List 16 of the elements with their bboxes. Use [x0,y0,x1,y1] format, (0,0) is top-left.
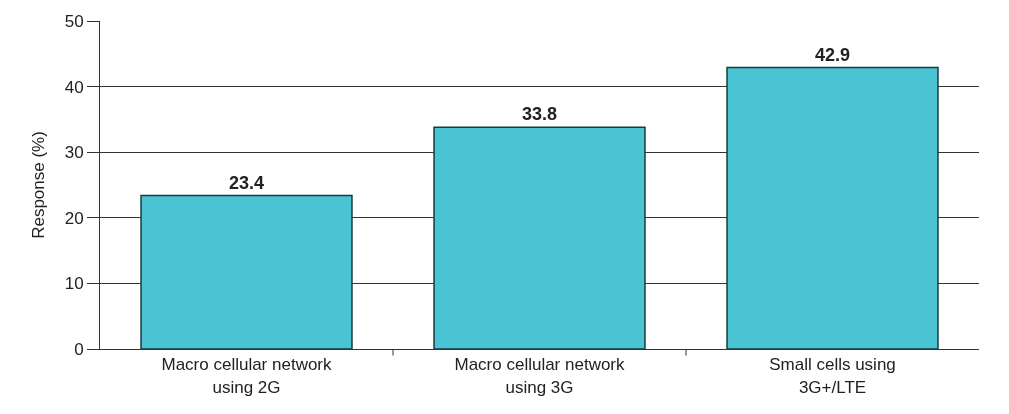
y-tick-label: 50 [64,11,84,31]
data-label: 42.9 [814,44,851,65]
y-tick-label: 10 [64,274,84,294]
y-tick-label: 40 [64,77,84,97]
y-axis-title: Response (%) [29,131,49,239]
y-tick-label: 30 [64,143,84,163]
bar [140,194,353,349]
data-label: 23.4 [228,172,265,193]
x-tick-label: Macro cellular network using 2G [161,355,333,397]
y-tick-label: 0 [74,339,84,359]
x-tick-label: Macro cellular network using 3G [454,355,626,397]
data-label: 33.8 [521,104,558,125]
x-tick-label: Small cells using 3G+/LTE [769,355,896,397]
y-tick-label: 20 [64,208,84,228]
bar [726,66,939,349]
bar [433,126,646,349]
